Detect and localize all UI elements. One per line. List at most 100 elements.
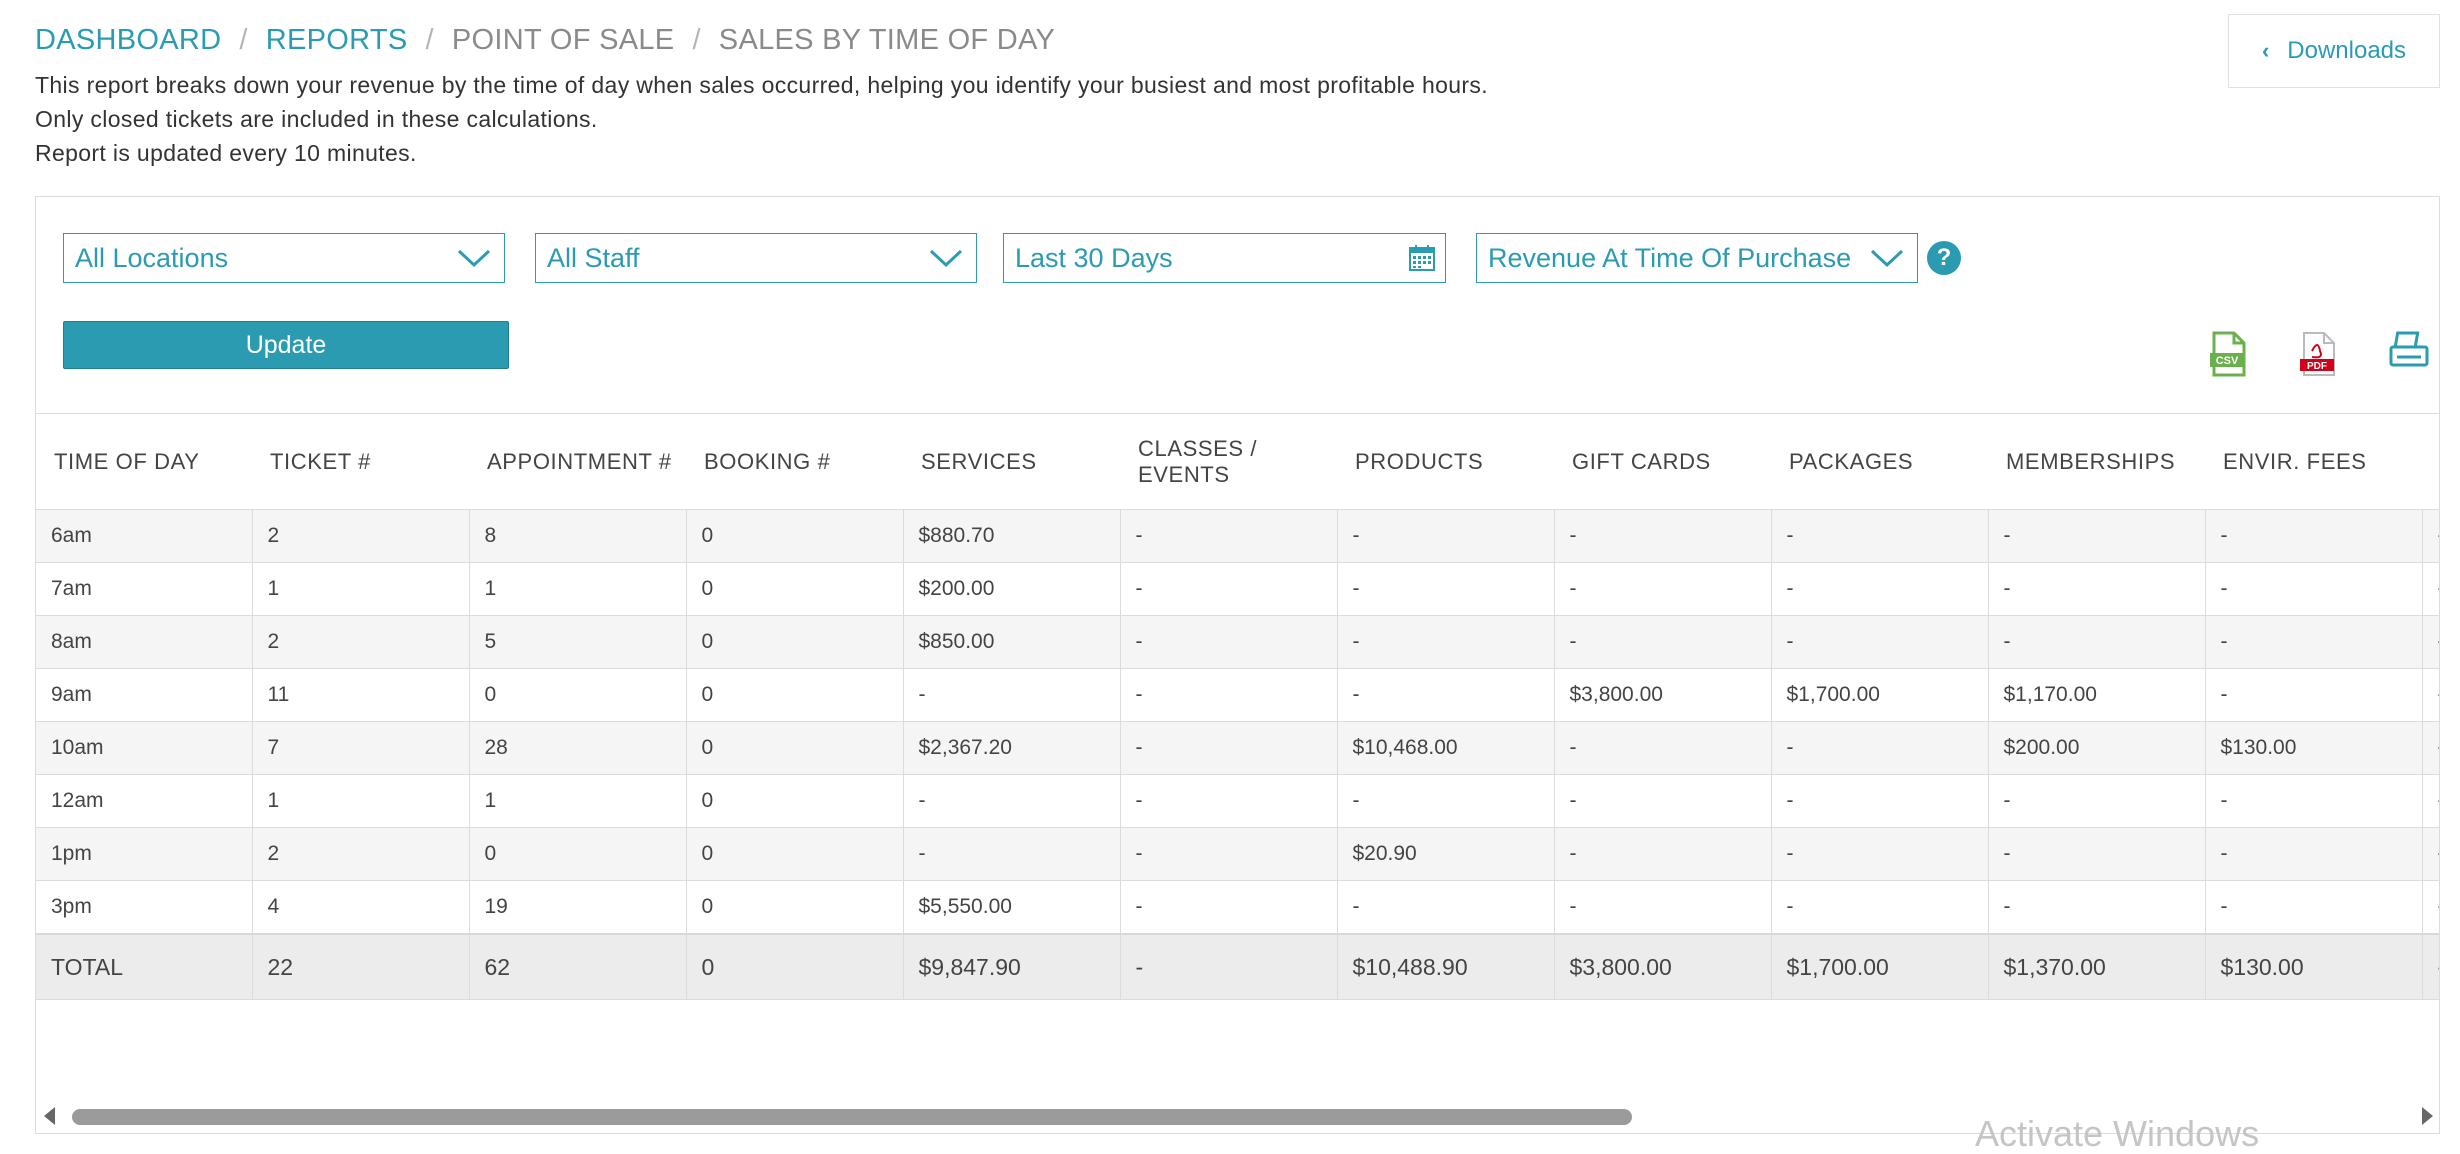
- total-cell: 62: [468, 933, 686, 1000]
- date-range-input[interactable]: Last 30 Days: [1003, 233, 1446, 283]
- table-cell: -: [2421, 880, 2439, 935]
- scrollbar-thumb[interactable]: [72, 1109, 1632, 1125]
- table-cell: 0: [468, 668, 686, 722]
- pdf-export-icon[interactable]: PDF: [2298, 331, 2338, 377]
- report-description-line-2: Only closed tickets are included in thes…: [35, 106, 598, 132]
- table-cell: 7: [251, 721, 469, 775]
- revenue-basis-select[interactable]: Revenue At Time Of Purchase: [1476, 233, 1918, 283]
- breadcrumb-dashboard-link[interactable]: DASHBOARD: [35, 24, 222, 56]
- table-cell: -: [1336, 615, 1554, 669]
- column-header[interactable]: BOOKING #: [686, 413, 903, 510]
- table-cell: -: [1553, 774, 1771, 828]
- table-cell: $3,800.00: [1553, 668, 1771, 722]
- column-header[interactable]: C: [2422, 413, 2439, 510]
- column-header[interactable]: GIFT CARDS: [1554, 413, 1771, 510]
- table-cell: -: [2421, 562, 2439, 616]
- table-cell: $850.00: [902, 615, 1120, 669]
- sales-by-time-table: TIME OF DAY TICKET # APPOINTMENT # BOOKI…: [36, 413, 2439, 1000]
- table-cell: 0: [685, 774, 903, 828]
- scroll-right-arrow-icon[interactable]: [2422, 1107, 2433, 1125]
- table-cell: $200.00: [1987, 721, 2205, 775]
- table-cell: -: [1336, 562, 1554, 616]
- table-cell: 11: [251, 668, 469, 722]
- table-cell: -: [1119, 827, 1337, 881]
- report-panel: All Locations All Staff Last 30 Days Rev…: [35, 196, 2440, 1134]
- table-cell: 10am: [36, 721, 252, 775]
- table-cell: -: [1119, 615, 1337, 669]
- calendar-icon[interactable]: [1407, 243, 1437, 273]
- table-cell: -: [1770, 880, 1988, 935]
- table-cell: -: [2421, 774, 2439, 828]
- table-cell: -: [1119, 562, 1337, 616]
- table-cell: -: [1553, 721, 1771, 775]
- breadcrumb-reports-link[interactable]: REPORTS: [265, 24, 408, 56]
- table-cell: -: [1987, 615, 2205, 669]
- update-button[interactable]: Update: [63, 321, 509, 369]
- table-cell: -: [1553, 827, 1771, 881]
- table-cell: $10,468.00: [1336, 721, 1554, 775]
- total-cell: $130.00: [2204, 933, 2422, 1000]
- table-row: 10am 7 28 0 $2,367.20- $10,468.00- - $200.00 $13…: [36, 721, 2439, 775]
- scroll-left-arrow-icon[interactable]: [44, 1107, 55, 1125]
- chevron-down-icon: [929, 249, 963, 268]
- column-header[interactable]: PRODUCTS: [1337, 413, 1554, 510]
- table-cell: -: [1553, 562, 1771, 616]
- table-cell: -: [2421, 721, 2439, 775]
- breadcrumb-separator: /: [425, 24, 434, 56]
- page-title: SALES BY TIME OF DAY: [718, 24, 1056, 56]
- breadcrumb-point-of-sale: POINT OF SALE: [451, 24, 675, 56]
- table-cell: 2: [251, 509, 469, 563]
- column-header[interactable]: ENVIR. FEES: [2205, 413, 2422, 510]
- column-header[interactable]: APPOINTMENT #: [469, 413, 686, 510]
- table-cell: 9am: [36, 668, 252, 722]
- printer-icon[interactable]: [2388, 331, 2430, 371]
- report-description-line-1: This report breaks down your revenue by …: [35, 72, 1488, 98]
- total-cell: $1,370.00: [1987, 933, 2205, 1000]
- table-cell: $1,700.00: [1770, 668, 1988, 722]
- table-cell: -: [2421, 827, 2439, 881]
- table-cell: 2: [251, 615, 469, 669]
- chevron-left-icon: ‹: [2261, 38, 2270, 63]
- table-cell: 7am: [36, 562, 252, 616]
- breadcrumb-separator: /: [692, 24, 701, 56]
- total-cell: $3,800.00: [1553, 933, 1771, 1000]
- location-select[interactable]: All Locations: [63, 233, 505, 283]
- table-cell: -: [1987, 774, 2205, 828]
- downloads-button[interactable]: ‹ Downloads: [2228, 14, 2440, 88]
- table-cell: 0: [685, 615, 903, 669]
- total-cell: -: [1119, 933, 1337, 1000]
- table-cell: -: [1770, 774, 1988, 828]
- column-header[interactable]: MEMBERSHIPS: [1988, 413, 2205, 510]
- table-cell: 1: [251, 774, 469, 828]
- table-cell: -: [1987, 827, 2205, 881]
- location-select-value: All Locations: [75, 242, 229, 273]
- column-header[interactable]: PACKAGES: [1771, 413, 1988, 510]
- table-cell: -: [1987, 880, 2205, 935]
- staff-select[interactable]: All Staff: [535, 233, 977, 283]
- table-cell: -: [1553, 615, 1771, 669]
- table-cell: -: [1987, 562, 2205, 616]
- csv-export-icon[interactable]: CSV: [2208, 331, 2248, 377]
- horizontal-scrollbar[interactable]: [36, 1103, 2439, 1133]
- column-header[interactable]: CLASSES / EVENTS: [1120, 413, 1337, 510]
- table-cell: 6am: [36, 509, 252, 563]
- column-header[interactable]: SERVICES: [903, 413, 1120, 510]
- help-icon[interactable]: ?: [1927, 241, 1961, 275]
- staff-select-value: All Staff: [547, 242, 640, 273]
- table-cell: -: [1553, 509, 1771, 563]
- table-cell: -: [1119, 880, 1337, 935]
- downloads-label: Downloads: [2287, 37, 2407, 64]
- column-header[interactable]: TIME OF DAY: [36, 413, 252, 510]
- table-cell: $200.00: [902, 562, 1120, 616]
- table-cell: $2,367.20: [902, 721, 1120, 775]
- table-cell: 1: [468, 562, 686, 616]
- table-total-row: TOTAL 22 62 0 $9,847.90- $10,488.90 $3,800.00 $…: [36, 933, 2439, 1000]
- table-cell: 0: [685, 509, 903, 563]
- total-cell: $10,488.90: [1336, 933, 1554, 1000]
- column-header[interactable]: TICKET #: [252, 413, 469, 510]
- table-cell: -: [1770, 562, 1988, 616]
